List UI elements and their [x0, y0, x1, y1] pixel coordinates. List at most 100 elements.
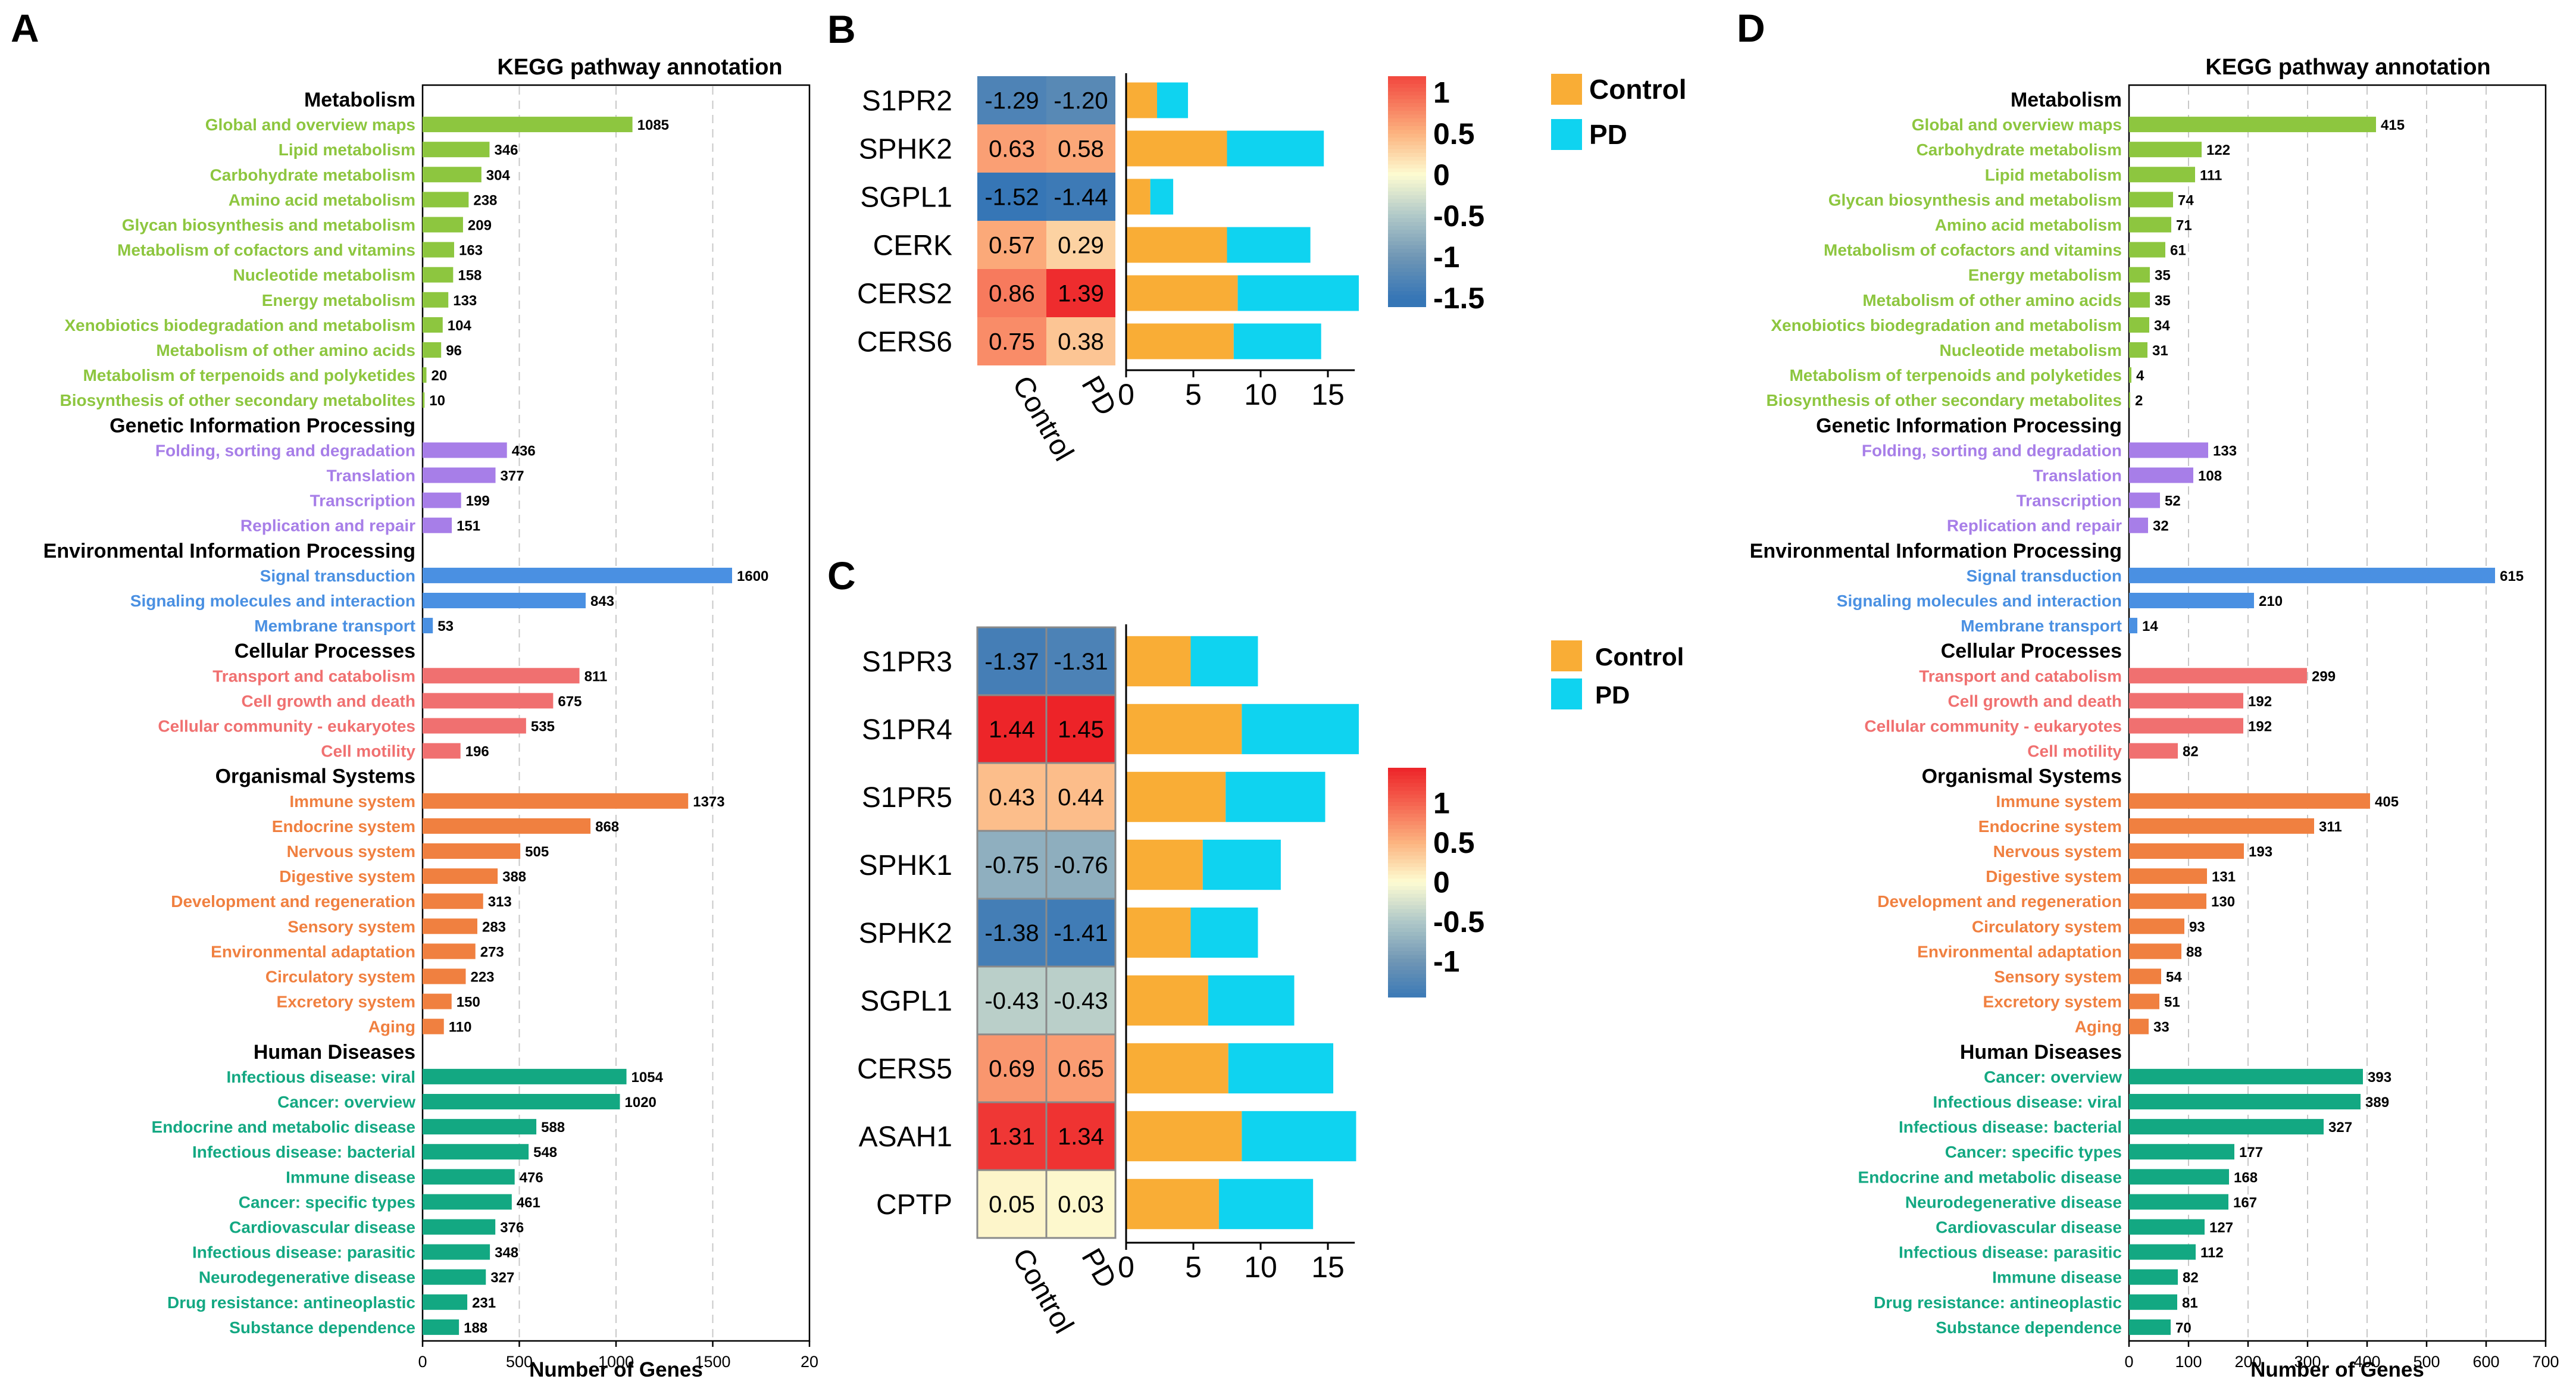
heatmap-cell [1046, 221, 1115, 269]
cell-value: 0.44 [1058, 784, 1104, 811]
colorbar-segment [1388, 87, 1426, 92]
colorbar-segment [1388, 295, 1426, 300]
stack-bar-pd [1228, 1043, 1334, 1094]
bar [423, 843, 521, 859]
bar [423, 217, 463, 233]
bar-label: Transcription [310, 492, 415, 510]
colorbar-segment [1388, 207, 1426, 211]
bar-label: Metabolism of terpenoids and polyketides [83, 366, 415, 384]
x-tick-label: 5 [1185, 378, 1202, 411]
bar [2129, 1294, 2177, 1310]
bar-value: 130 [2211, 894, 2235, 910]
bar [2129, 793, 2370, 809]
colorbar-segment [1388, 890, 1426, 895]
bar-value: 82 [2183, 1270, 2199, 1286]
colorbar-segment [1388, 233, 1426, 238]
bar-value: 231 [472, 1295, 496, 1311]
gene-label: ASAH1 [859, 1121, 952, 1153]
panel-d: D KEGG pathway annotation 0 100 200 300 400 500… [1737, 6, 2559, 1379]
colorbar-segment [1388, 790, 1426, 795]
bar-label: Immune disease [286, 1168, 415, 1186]
bar [2129, 567, 2495, 583]
legend-label: Control [1589, 74, 1687, 105]
bar-label: Metabolism of other amino acids [156, 341, 415, 359]
x-tick-label: 100 [2175, 1353, 2202, 1371]
colorbar-tick-label: 1 [1433, 76, 1450, 110]
colorbar-segment [1388, 271, 1426, 277]
bar-value: 388 [502, 869, 526, 885]
bar [2129, 1194, 2228, 1210]
colorbar-tick-label: 0 [1433, 158, 1450, 192]
colorbar-tick-label: -1 [1433, 945, 1459, 978]
bar-label: Excretory system [277, 993, 415, 1011]
legend-swatch [1551, 640, 1582, 671]
colorbar-segment [1388, 183, 1426, 189]
bar-label: Endocrine and metabolic disease [1858, 1168, 2122, 1186]
bar-value: 33 [2153, 1020, 2169, 1036]
colorbar-segment [1388, 99, 1426, 104]
stack-bar-control [1126, 907, 1191, 958]
bar [2129, 242, 2165, 258]
colorbar-segment [1388, 928, 1426, 933]
bar-value: 327 [490, 1270, 514, 1286]
colorbar-segment [1388, 840, 1426, 845]
bar [2129, 693, 2243, 709]
bar [423, 968, 466, 984]
bar-value: 505 [525, 844, 549, 860]
cell-value: -1.29 [984, 88, 1039, 114]
bar-value: 327 [2328, 1120, 2352, 1136]
colorbar-segment [1388, 825, 1426, 830]
bar-label: Digestive system [1986, 867, 2122, 886]
bar-value: 273 [480, 944, 504, 960]
bar [423, 993, 452, 1009]
colorbar-tick-label: 0.5 [1433, 826, 1475, 859]
cell-value: -0.76 [1053, 852, 1108, 878]
bar [423, 492, 461, 508]
column-label: PD [1075, 1243, 1122, 1293]
stack-bar-control [1126, 1178, 1219, 1230]
bar-label: Nucleotide metabolism [1939, 341, 2122, 359]
bar-value: 436 [512, 443, 536, 459]
colorbar-tick-label: 0.5 [1433, 117, 1475, 151]
bar-value: 31 [2152, 343, 2168, 359]
bar-value: 209 [468, 218, 492, 234]
heatmap-cell [977, 76, 1046, 124]
bar [423, 1219, 496, 1235]
x-tick-label: 15 [1311, 378, 1345, 411]
x-tick-label: 500 [2413, 1353, 2440, 1371]
colorbar-segment [1388, 814, 1426, 818]
x-axis-title: Number of Genes [2250, 1358, 2424, 1379]
bar-label: Substance dependence [229, 1318, 415, 1337]
cell-value: -1.44 [1053, 185, 1108, 211]
cell-value: 0.75 [989, 329, 1035, 355]
bar [423, 618, 433, 634]
bar-value: 131 [2212, 869, 2236, 885]
colorbar-segment [1388, 149, 1426, 154]
colorbar-segment [1388, 291, 1426, 296]
heatmap-cell [1045, 1169, 1117, 1239]
bar [423, 668, 580, 684]
colorbar-segment [1388, 126, 1426, 131]
x-tick-label: 500 [506, 1353, 533, 1371]
colorbar-segment [1388, 210, 1426, 215]
cell-value: -0.43 [1053, 988, 1108, 1014]
bar [423, 818, 591, 834]
stack-bar-pd [1218, 1178, 1314, 1230]
bar-value: 158 [458, 268, 482, 284]
bar [2129, 192, 2173, 208]
bar [423, 367, 427, 383]
bar-value: 163 [459, 243, 483, 259]
heatmap-cell [976, 1169, 1048, 1239]
bar-label: Nervous system [1993, 842, 2122, 861]
bar [423, 567, 732, 583]
bar-label: Xenobiotics biodegradation and metabolis… [1771, 316, 2122, 334]
cell-value: -1.20 [1053, 88, 1108, 114]
colorbar-tick-label: -1 [1433, 240, 1459, 274]
x-tick-label: 0 [1118, 378, 1134, 411]
bar-value: 535 [531, 719, 555, 735]
stack-bar-control [1126, 227, 1227, 263]
colorbar-segment [1388, 867, 1426, 872]
bar-label: Signaling molecules and interaction [130, 592, 415, 610]
colorbar-segment [1388, 76, 1426, 81]
cell-value: 0.58 [1058, 136, 1104, 162]
